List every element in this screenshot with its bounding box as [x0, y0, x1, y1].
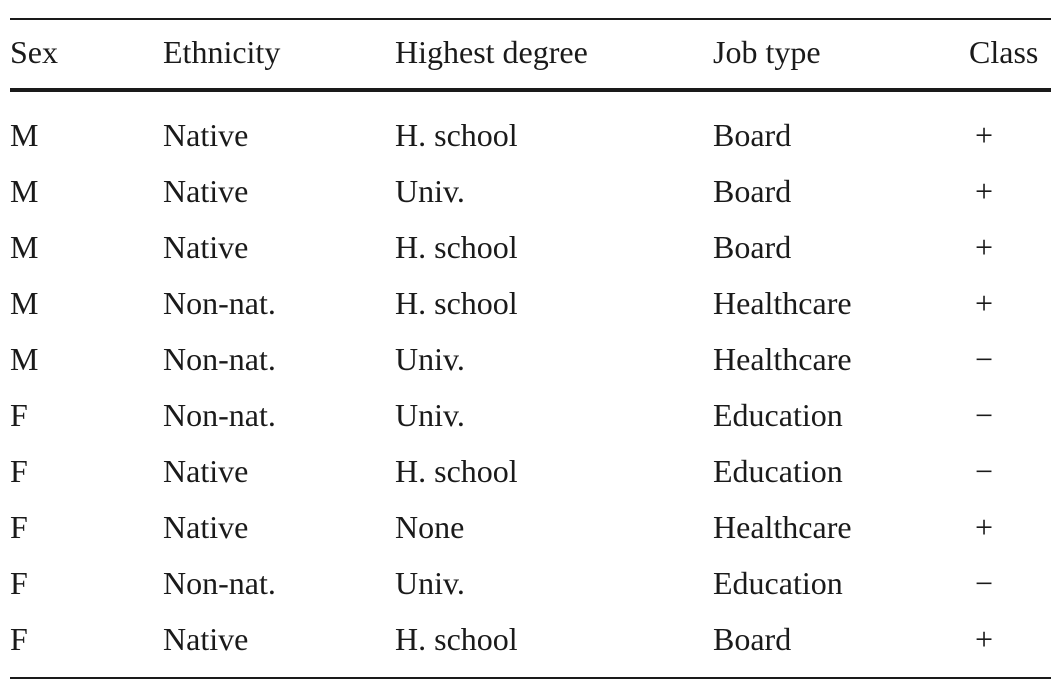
- cell-class: +: [974, 229, 994, 265]
- cell-sex: M: [10, 117, 39, 153]
- cell-job-type: Board: [713, 229, 792, 265]
- table-row: F Native H. school Board +: [0, 611, 1051, 667]
- cell-class: −: [974, 453, 994, 489]
- cell-ethnicity: Non-nat.: [163, 397, 276, 433]
- cell-class: +: [974, 117, 994, 153]
- cell-ethnicity: Native: [163, 621, 249, 657]
- cell-class: +: [974, 621, 994, 657]
- cell-sex: M: [10, 285, 39, 321]
- header-class: Class: [969, 34, 1039, 70]
- cell-sex: M: [10, 229, 39, 265]
- cell-ethnicity: Non-nat.: [163, 565, 276, 601]
- top-rule: [10, 18, 1051, 20]
- table-row: M Native H. school Board +: [0, 107, 1051, 163]
- cell-job-type: Board: [713, 117, 792, 153]
- cell-highest-degree: H. school: [395, 229, 518, 265]
- cell-job-type: Education: [713, 397, 843, 433]
- header-sex: Sex: [10, 34, 58, 70]
- cell-job-type: Healthcare: [713, 341, 852, 377]
- header-rule: [10, 88, 1051, 92]
- cell-ethnicity: Native: [163, 509, 249, 545]
- cell-job-type: Healthcare: [713, 285, 852, 321]
- table-row: M Non-nat. Univ. Healthcare −: [0, 331, 1051, 387]
- cell-job-type: Education: [713, 453, 843, 489]
- cell-sex: F: [10, 397, 28, 433]
- table-row: F Non-nat. Univ. Education −: [0, 387, 1051, 443]
- cell-class: +: [974, 173, 994, 209]
- header-highest-degree: Highest degree: [395, 34, 588, 70]
- cell-job-type: Healthcare: [713, 509, 852, 545]
- cell-sex: F: [10, 565, 28, 601]
- table-header-row: Sex Ethnicity Highest degree Job type Cl…: [0, 24, 1051, 80]
- cell-class: +: [974, 285, 994, 321]
- table-row: F Non-nat. Univ. Education −: [0, 555, 1051, 611]
- cell-highest-degree: Univ.: [395, 397, 465, 433]
- cell-job-type: Board: [713, 621, 792, 657]
- cell-sex: F: [10, 453, 28, 489]
- cell-class: −: [974, 397, 994, 433]
- table-row: F Native H. school Education −: [0, 443, 1051, 499]
- cell-ethnicity: Native: [163, 173, 249, 209]
- cell-highest-degree: H. school: [395, 621, 518, 657]
- cell-ethnicity: Non-nat.: [163, 285, 276, 321]
- table-row: F Native None Healthcare +: [0, 499, 1051, 555]
- cell-class: −: [974, 565, 994, 601]
- cell-highest-degree: H. school: [395, 285, 518, 321]
- cell-class: −: [974, 341, 994, 377]
- cell-ethnicity: Native: [163, 117, 249, 153]
- cell-sex: M: [10, 341, 39, 377]
- cell-highest-degree: Univ.: [395, 341, 465, 377]
- cell-ethnicity: Non-nat.: [163, 341, 276, 377]
- cell-job-type: Board: [713, 173, 792, 209]
- cell-ethnicity: Native: [163, 453, 249, 489]
- cell-sex: F: [10, 621, 28, 657]
- table-row: M Native Univ. Board +: [0, 163, 1051, 219]
- cell-job-type: Education: [713, 565, 843, 601]
- cell-highest-degree: H. school: [395, 453, 518, 489]
- table-row: M Non-nat. H. school Healthcare +: [0, 275, 1051, 331]
- cell-highest-degree: Univ.: [395, 173, 465, 209]
- cell-highest-degree: H. school: [395, 117, 518, 153]
- table-row: M Native H. school Board +: [0, 219, 1051, 275]
- bottom-rule: [10, 677, 1051, 679]
- cell-class: +: [974, 509, 994, 545]
- cell-highest-degree: Univ.: [395, 565, 465, 601]
- cell-ethnicity: Native: [163, 229, 249, 265]
- cell-highest-degree: None: [395, 509, 465, 545]
- header-job-type: Job type: [713, 34, 821, 70]
- header-ethnicity: Ethnicity: [163, 34, 281, 70]
- cell-sex: F: [10, 509, 28, 545]
- cell-sex: M: [10, 173, 39, 209]
